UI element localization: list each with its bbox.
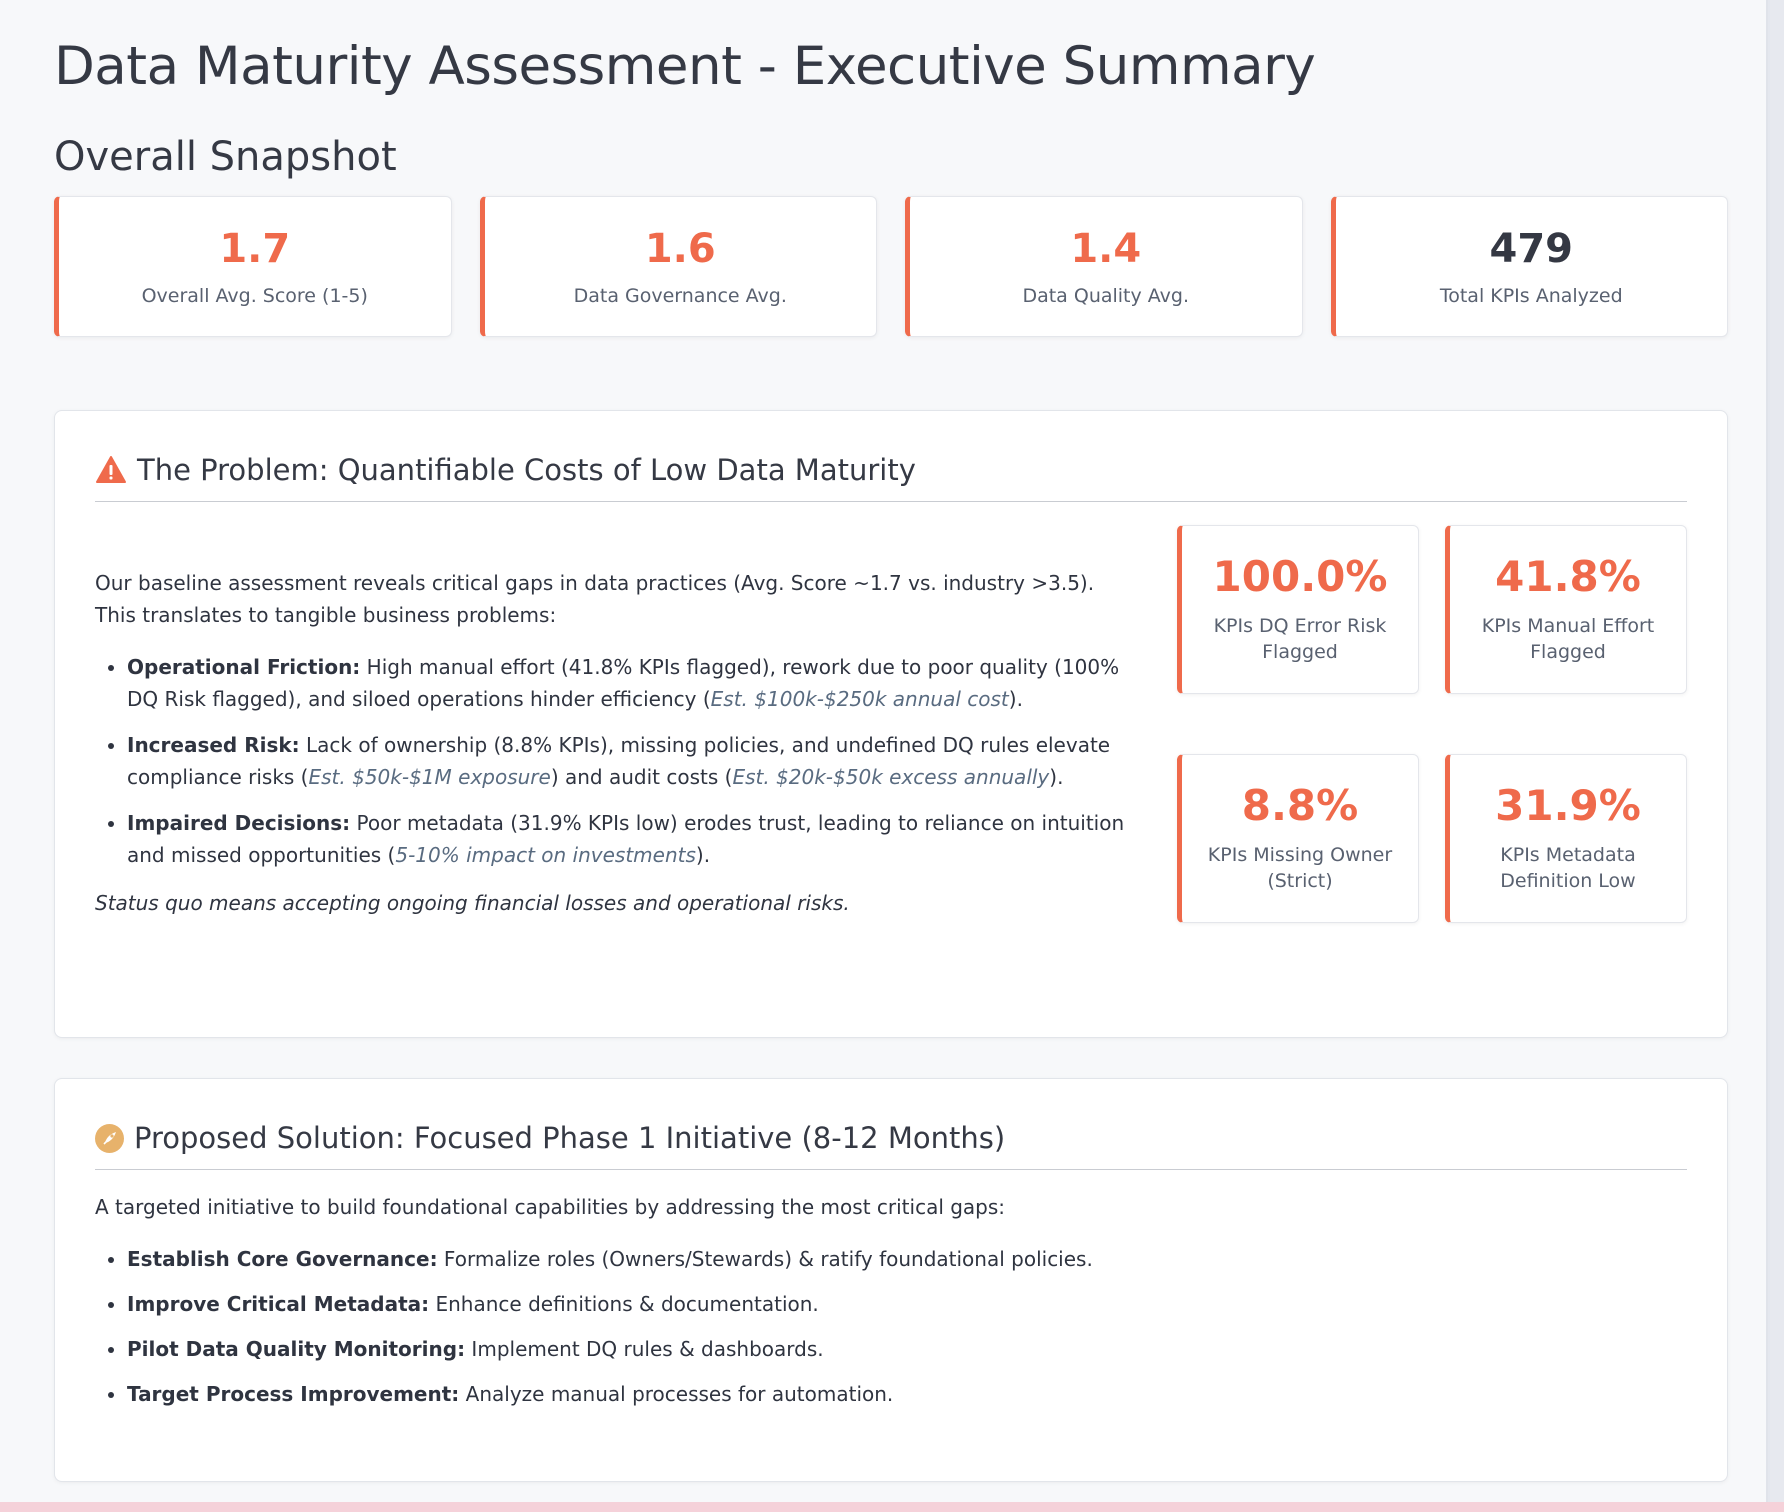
point-heading: Improve Critical Metadata: bbox=[127, 1292, 430, 1316]
solution-points: Establish Core Governance: Formalize rol… bbox=[95, 1243, 1655, 1410]
risk-label: KPIs DQ Error Risk Flagged bbox=[1213, 614, 1387, 663]
point-heading: Pilot Data Quality Monitoring: bbox=[127, 1337, 466, 1361]
risk-value: 100.0% bbox=[1212, 552, 1388, 602]
risk-label: KPIs Missing Owner (Strict) bbox=[1207, 843, 1393, 892]
metric-value: 1.4 bbox=[1070, 225, 1142, 272]
estimate-text: Est. $50k-$1M exposure bbox=[308, 765, 551, 789]
risk-value: 8.8% bbox=[1241, 781, 1359, 831]
point-heading: Impaired Decisions: bbox=[127, 811, 351, 835]
risk-card-metadata-low: 31.9% KPIs Metadata Definition Low bbox=[1445, 754, 1687, 923]
risk-card-missing-owner: 8.8% KPIs Missing Owner (Strict) bbox=[1177, 754, 1419, 923]
metric-value: 1.7 bbox=[219, 225, 291, 272]
risk-label: KPIs Metadata Definition Low bbox=[1500, 843, 1636, 892]
problem-text: Our baseline assessment reveals critical… bbox=[95, 567, 1135, 939]
point-heading: Establish Core Governance: bbox=[127, 1247, 438, 1271]
risk-card-dq-error: 100.0% KPIs DQ Error Risk Flagged bbox=[1177, 525, 1419, 694]
problem-title: The Problem: Quantifiable Costs of Low D… bbox=[137, 453, 916, 487]
solution-intro: A targeted initiative to build foundatio… bbox=[95, 1195, 1006, 1219]
point-text: High manual effort (41.8% KPIs flagged),… bbox=[127, 655, 1120, 711]
list-item: Pilot Data Quality Monitoring: Implement… bbox=[127, 1333, 1655, 1365]
solution-text: A targeted initiative to build foundatio… bbox=[95, 1191, 1655, 1423]
list-item: Increased Risk: Lack of ownership (8.8% … bbox=[127, 729, 1135, 793]
point-text: Lack of ownership (8.8% KPIs), missing p… bbox=[127, 733, 1111, 789]
point-heading: Target Process Improvement: bbox=[127, 1382, 460, 1406]
list-item: Target Process Improvement: Analyze manu… bbox=[127, 1378, 1655, 1410]
status-quo-note: Status quo means accepting ongoing finan… bbox=[95, 891, 850, 915]
point-tail: ). bbox=[1049, 765, 1064, 789]
warning-icon bbox=[95, 454, 127, 486]
bottom-strip bbox=[0, 1502, 1784, 1512]
metric-card-overall-score: 1.7 Overall Avg. Score (1-5) bbox=[54, 196, 452, 337]
metric-value: 1.6 bbox=[644, 225, 716, 272]
metric-card-quality: 1.4 Data Quality Avg. bbox=[905, 196, 1303, 337]
point-text: Analyze manual processes for automation. bbox=[459, 1382, 894, 1406]
list-item: Operational Friction: High manual effort… bbox=[127, 651, 1135, 715]
problem-panel: The Problem: Quantifiable Costs of Low D… bbox=[54, 410, 1728, 1038]
problem-header: The Problem: Quantifiable Costs of Low D… bbox=[95, 439, 1687, 502]
risk-label: KPIs Manual Effort Flagged bbox=[1481, 614, 1655, 663]
estimate-text: Est. $100k-$250k annual cost bbox=[710, 687, 1009, 711]
estimate-text: Est. $20k-$50k excess annually bbox=[732, 765, 1050, 789]
risk-value: 31.9% bbox=[1495, 781, 1641, 831]
point-text: Implement DQ rules & dashboards. bbox=[465, 1337, 824, 1361]
point-heading: Increased Risk: bbox=[127, 733, 300, 757]
page-title: Data Maturity Assessment - Executive Sum… bbox=[54, 36, 1316, 97]
metric-card-total-kpis: 479 Total KPIs Analyzed bbox=[1330, 196, 1728, 337]
metric-card-governance: 1.6 Data Governance Avg. bbox=[479, 196, 877, 337]
estimate-text: 5-10% impact on investments bbox=[395, 843, 696, 867]
point-tail: ). bbox=[695, 843, 711, 867]
snapshot-metrics: 1.7 Overall Avg. Score (1-5) 1.6 Data Go… bbox=[54, 196, 1728, 337]
rocket-icon bbox=[95, 1123, 124, 1153]
list-item: Improve Critical Metadata: Enhance defin… bbox=[127, 1288, 1655, 1320]
problem-intro: Our baseline assessment reveals critical… bbox=[95, 571, 1095, 627]
point-tail: ). bbox=[1008, 687, 1023, 711]
problem-points: Operational Friction: High manual effort… bbox=[95, 651, 1135, 871]
point-heading: Operational Friction: bbox=[127, 655, 361, 679]
snapshot-title: Overall Snapshot bbox=[54, 134, 397, 180]
risk-value: 41.8% bbox=[1495, 552, 1641, 602]
risk-card-manual-effort: 41.8% KPIs Manual Effort Flagged bbox=[1445, 525, 1687, 694]
list-item: Establish Core Governance: Formalize rol… bbox=[127, 1243, 1655, 1275]
risk-cards: 100.0% KPIs DQ Error Risk Flagged 41.8% … bbox=[1177, 525, 1693, 923]
solution-panel: Proposed Solution: Focused Phase 1 Initi… bbox=[54, 1078, 1728, 1482]
solution-title: Proposed Solution: Focused Phase 1 Initi… bbox=[134, 1121, 1006, 1155]
point-text: Formalize roles (Owners/Stewards) & rati… bbox=[437, 1247, 1093, 1271]
list-item: Impaired Decisions: Poor metadata (31.9%… bbox=[127, 807, 1135, 871]
metric-label: Data Quality Avg. bbox=[1022, 284, 1190, 307]
scrollbar-gutter[interactable] bbox=[1770, 0, 1784, 1502]
solution-header: Proposed Solution: Focused Phase 1 Initi… bbox=[95, 1107, 1687, 1170]
point-mid: ) and audit costs ( bbox=[550, 765, 733, 789]
metric-label: Overall Avg. Score (1-5) bbox=[141, 284, 368, 307]
point-text: Poor metadata (31.9% KPIs low) erodes tr… bbox=[127, 811, 1125, 867]
metric-label: Total KPIs Analyzed bbox=[1439, 284, 1623, 307]
metric-value: 479 bbox=[1489, 225, 1574, 272]
metric-label: Data Governance Avg. bbox=[573, 284, 787, 307]
point-text: Enhance definitions & documentation. bbox=[429, 1292, 819, 1316]
